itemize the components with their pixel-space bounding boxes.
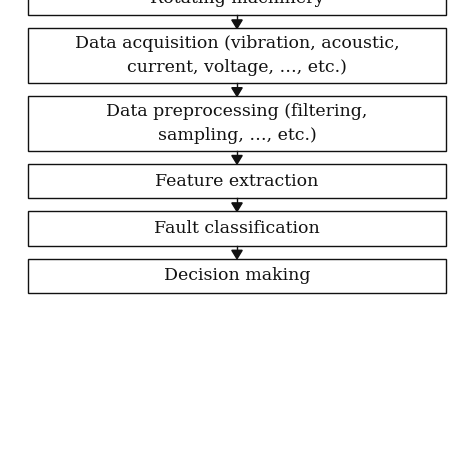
FancyBboxPatch shape	[28, 259, 446, 293]
Polygon shape	[232, 20, 242, 28]
FancyBboxPatch shape	[28, 211, 446, 246]
Polygon shape	[232, 250, 242, 259]
Polygon shape	[232, 88, 242, 96]
Text: Data acquisition (vibration, acoustic,
current, voltage, …, etc.): Data acquisition (vibration, acoustic, c…	[75, 36, 399, 76]
Text: Decision making: Decision making	[164, 267, 310, 284]
Text: Feature extraction: Feature extraction	[155, 173, 319, 190]
FancyBboxPatch shape	[28, 164, 446, 198]
FancyBboxPatch shape	[28, 28, 446, 83]
Text: Rotating machinery: Rotating machinery	[150, 0, 324, 7]
FancyBboxPatch shape	[28, 96, 446, 151]
Text: Fault classification: Fault classification	[154, 220, 320, 237]
Polygon shape	[232, 203, 242, 211]
FancyBboxPatch shape	[28, 0, 446, 15]
Text: Data preprocessing (filtering,
sampling, …, etc.): Data preprocessing (filtering, sampling,…	[106, 103, 368, 144]
Polygon shape	[232, 155, 242, 164]
